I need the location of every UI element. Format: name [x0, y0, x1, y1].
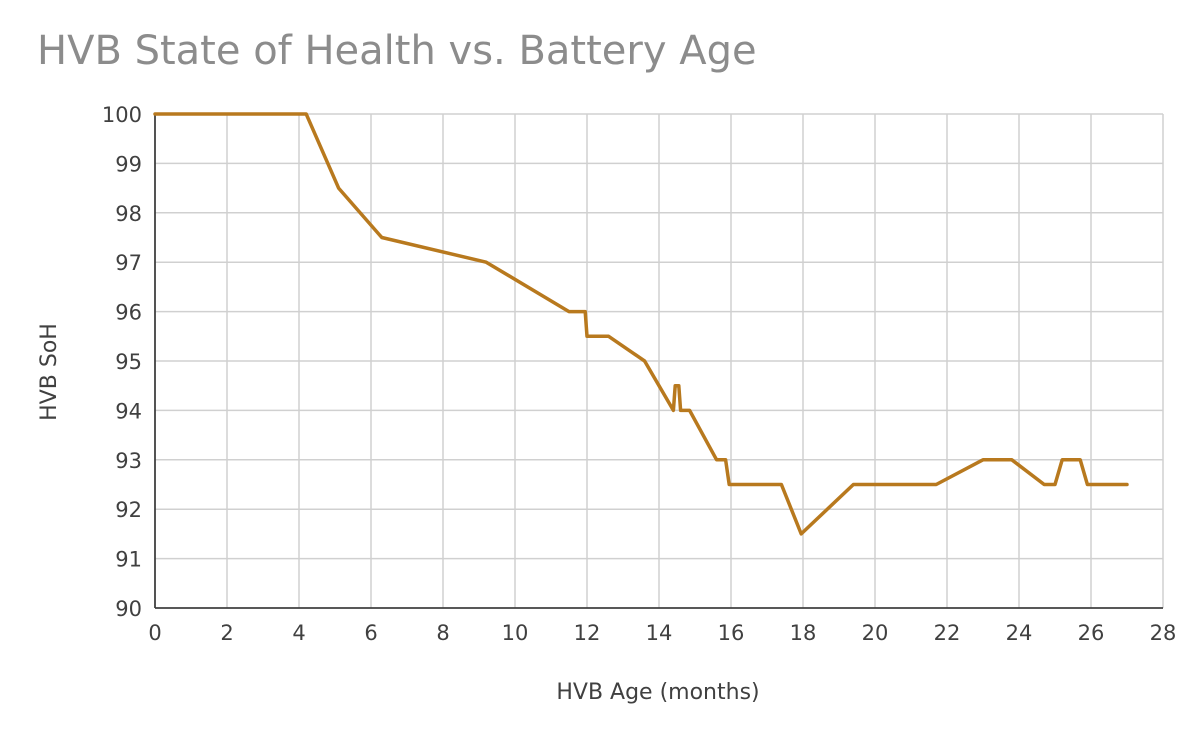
x-tick-label: 12: [574, 621, 601, 645]
chart-title: HVB State of Health vs. Battery Age: [37, 28, 757, 74]
x-tick-label: 0: [148, 621, 161, 645]
y-tick-label: 98: [115, 202, 142, 226]
y-tick-label: 94: [115, 399, 142, 423]
x-tick-label: 26: [1078, 621, 1105, 645]
y-tick-label: 97: [115, 251, 142, 275]
y-tick-label: 99: [115, 152, 142, 176]
series-layer: [153, 112, 1129, 536]
y-tick-label: 91: [115, 548, 142, 572]
x-tick-label: 20: [862, 621, 889, 645]
tick-labels: 0 2 4 6 8 10 12 14 16 18 20 22 24 26 28909192939495969…: [102, 103, 1176, 645]
x-tick-label: 16: [718, 621, 745, 645]
x-tick-label: 8: [436, 621, 449, 645]
x-axis-title: HVB Age (months): [556, 680, 759, 705]
x-tick-label: 2: [220, 621, 233, 645]
y-tick-label: 92: [115, 498, 142, 522]
x-tick-label: 10: [502, 621, 529, 645]
axes: [154, 114, 1163, 609]
x-tick-label: 4: [292, 621, 305, 645]
y-axis-title: HVB SoH: [37, 323, 62, 421]
y-tick-label: 90: [115, 597, 142, 621]
x-tick-label: 24: [1006, 621, 1033, 645]
x-tick-label: 14: [646, 621, 673, 645]
x-tick-label: 6: [364, 621, 377, 645]
series-line: [153, 112, 1129, 536]
gridlines: [155, 113, 1164, 608]
y-tick-label: 95: [115, 350, 142, 374]
x-tick-label: 22: [934, 621, 961, 645]
y-tick-label: 96: [115, 301, 142, 325]
x-tick-label: 18: [790, 621, 817, 645]
x-tick-label: 28: [1150, 621, 1177, 645]
y-tick-label: 93: [115, 449, 142, 473]
y-tick-label: 100: [102, 103, 142, 127]
